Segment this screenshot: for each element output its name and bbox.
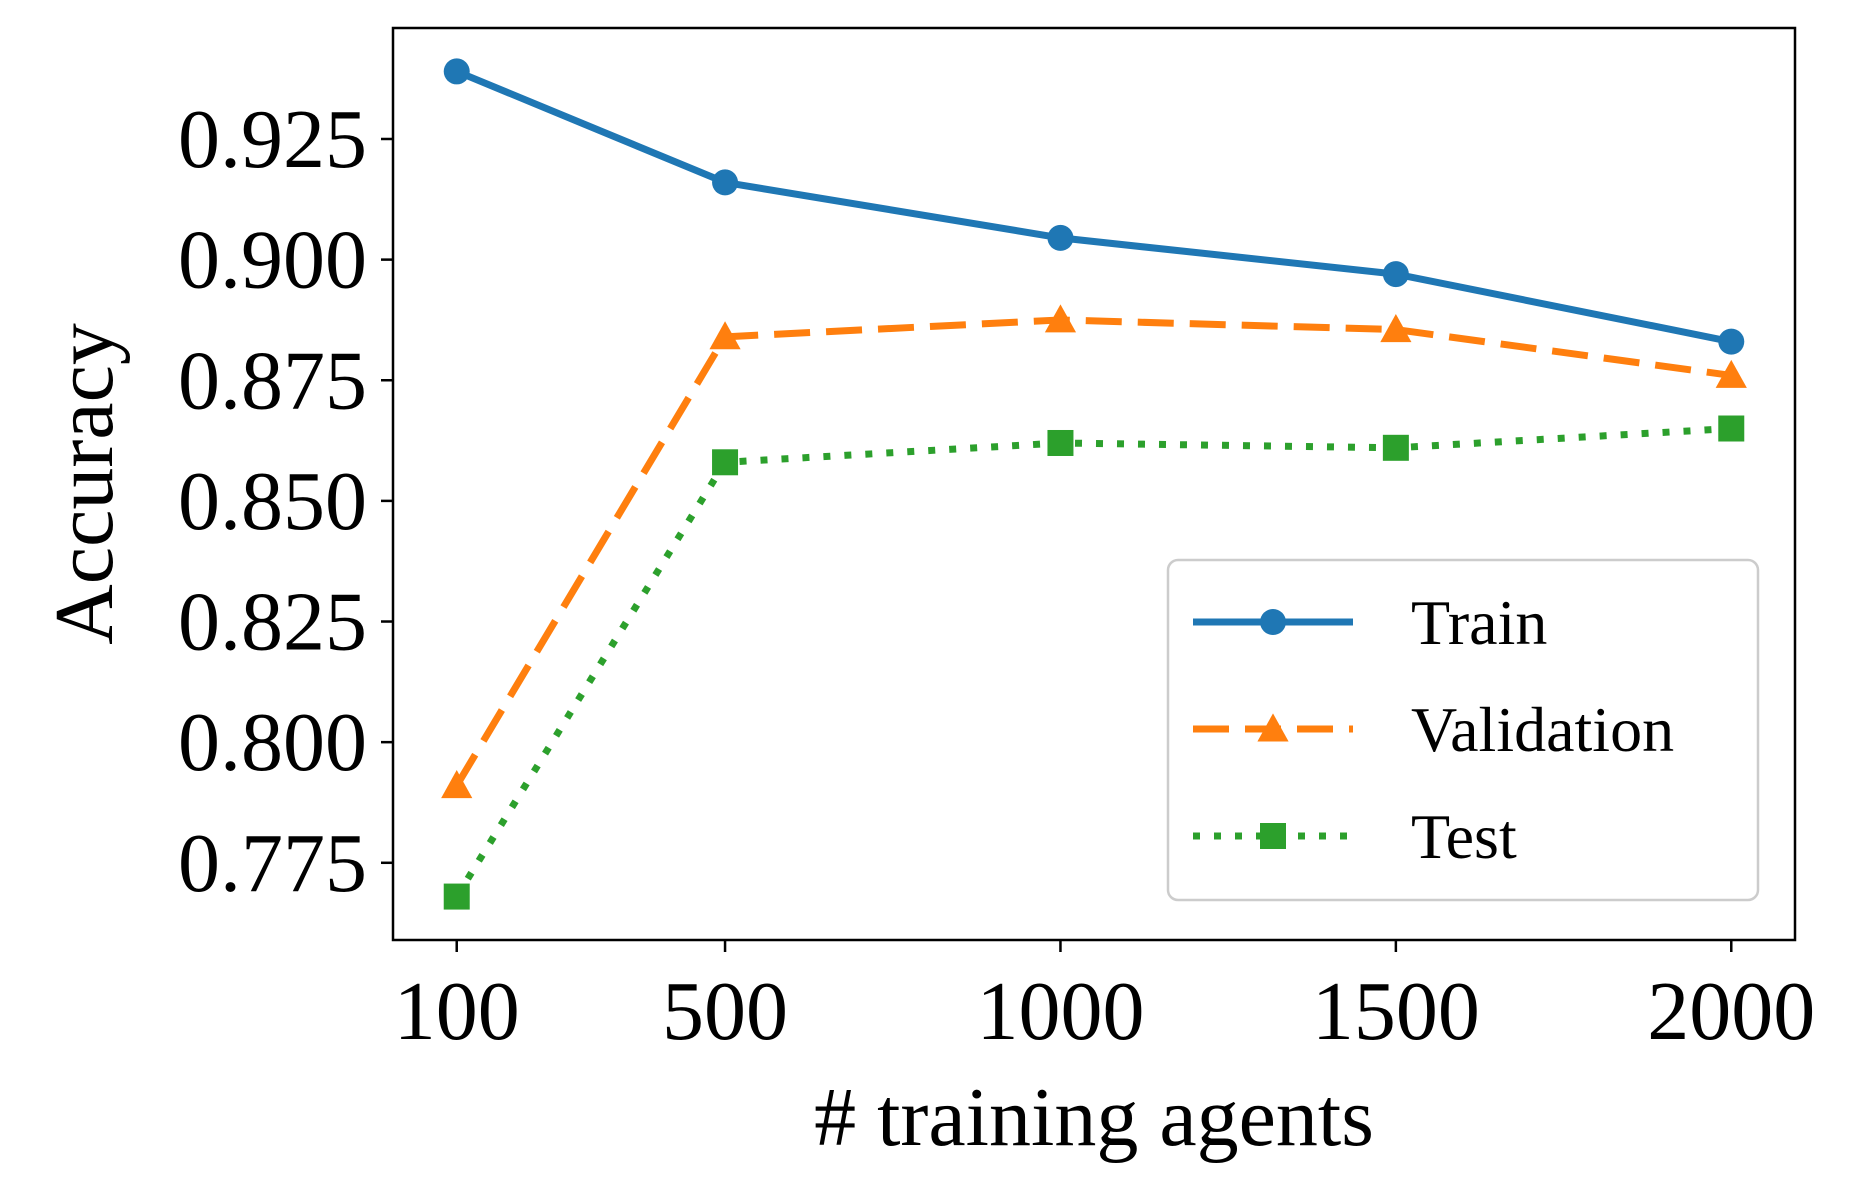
series-train — [443, 58, 1745, 355]
legend-label: Validation — [1411, 694, 1674, 765]
data-point — [1047, 429, 1074, 456]
y-axis-ticks: 0.775 0.800 0.825 0.850 0.875 0.900 0.925 — [178, 93, 393, 910]
data-point — [1257, 713, 1289, 742]
data-point — [1382, 434, 1409, 461]
data-point — [1047, 224, 1074, 251]
data-point — [1260, 823, 1286, 849]
data-point — [1044, 304, 1077, 333]
data-point — [1260, 609, 1286, 635]
legend-item-train: Train — [1193, 587, 1547, 658]
y-axis-label: Accuracy — [38, 323, 131, 645]
data-point — [1718, 415, 1745, 442]
x-tick-label: 1000 — [976, 965, 1144, 1058]
x-tick-label: 500 — [662, 965, 788, 1058]
data-point — [712, 449, 739, 476]
legend-box — [1166, 558, 1760, 902]
data-point — [443, 883, 470, 910]
y-tick-label: 0.875 — [178, 334, 367, 427]
legend: Train Validation Test — [1166, 558, 1760, 902]
series-validation — [441, 304, 1747, 799]
y-tick-label: 0.825 — [178, 576, 367, 669]
data-point — [1718, 328, 1745, 355]
y-tick-label: 0.925 — [178, 93, 367, 186]
legend-item-validation: Validation — [1193, 694, 1674, 765]
data-point — [441, 769, 473, 799]
data-point — [1380, 313, 1412, 343]
data-point — [1715, 359, 1747, 388]
legend-item-test: Test — [1193, 801, 1517, 872]
y-tick-label: 0.800 — [178, 696, 367, 789]
x-axis-label: # training agents — [814, 1071, 1374, 1164]
y-tick-label: 0.850 — [178, 455, 367, 548]
x-axis-ticks: 100 500 1000 1500 2000 — [394, 940, 1815, 1058]
plot-area-frame — [391, 26, 1797, 942]
data-point — [712, 169, 739, 196]
x-tick-label: 1500 — [1312, 965, 1480, 1058]
legend-label: Test — [1411, 801, 1517, 872]
x-tick-label: 2000 — [1647, 965, 1815, 1058]
series-test — [443, 415, 1745, 910]
x-tick-label: 100 — [394, 965, 520, 1058]
series-layer — [441, 58, 1747, 910]
data-point — [1382, 261, 1409, 288]
y-tick-label: 0.900 — [178, 214, 367, 307]
data-point — [709, 321, 741, 350]
legend-label: Train — [1411, 587, 1547, 658]
y-tick-label: 0.775 — [178, 817, 367, 910]
data-point — [443, 58, 470, 85]
